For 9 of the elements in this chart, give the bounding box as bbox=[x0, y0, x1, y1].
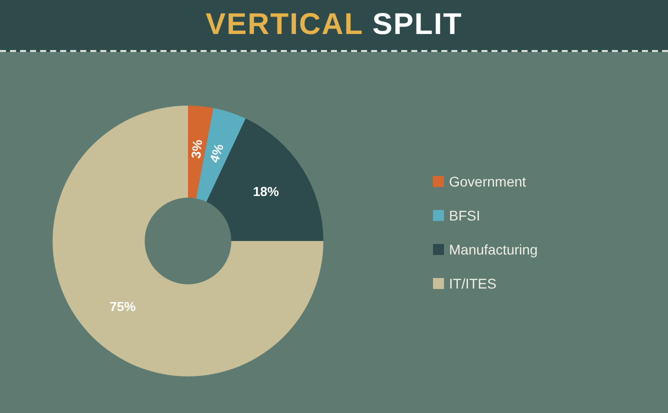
data-label: 3% bbox=[188, 138, 206, 160]
legend-label: IT/ITES bbox=[449, 276, 496, 292]
legend-label: Manufacturing bbox=[449, 242, 538, 258]
data-label: 4% bbox=[206, 142, 227, 164]
chart-title: VERTICAL SPLIT bbox=[206, 8, 462, 41]
data-label: 75% bbox=[110, 298, 136, 314]
data-label: 18% bbox=[252, 184, 280, 200]
legend-label: Government bbox=[449, 174, 526, 190]
legend-label: BFSI bbox=[449, 208, 480, 224]
